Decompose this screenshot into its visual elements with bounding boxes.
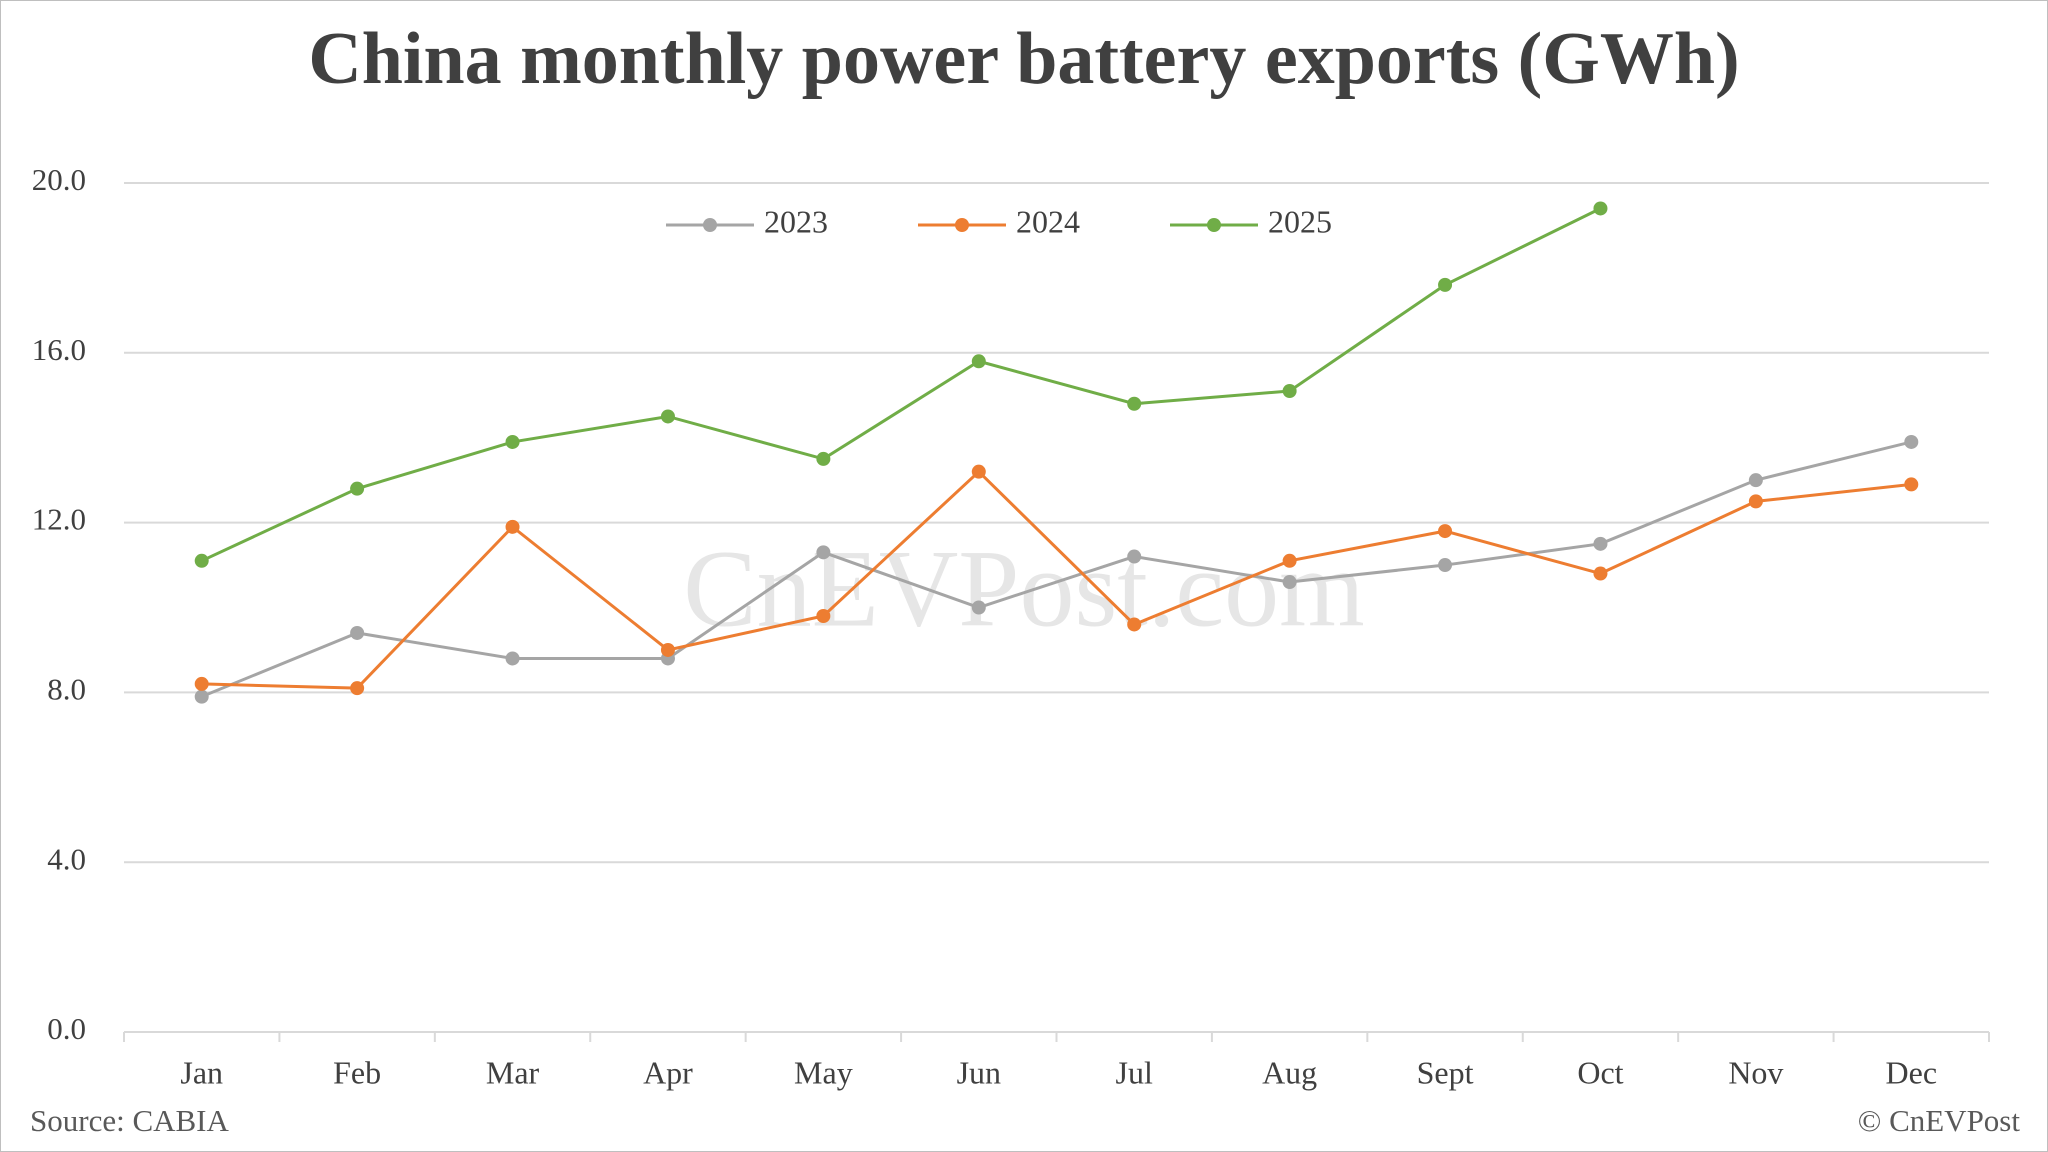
series-line [201,469,1912,690]
x-tick-label: Mar [486,1054,540,1090]
data-point [1282,384,1297,399]
data-point [505,434,520,449]
data-point [1438,524,1453,539]
legend-marker [1207,218,1221,232]
data-point [1127,617,1142,632]
data-point [1593,201,1608,216]
x-tick-label: Jul [1116,1054,1153,1090]
y-tick-label: 8.0 [47,672,86,707]
data-point [816,451,831,466]
data-point [350,625,365,640]
legend-marker [703,218,717,232]
data-point [1127,549,1142,564]
data-point [971,464,986,479]
data-point [194,553,209,568]
x-tick-label: May [794,1054,853,1090]
data-point [971,600,986,615]
data-point [1748,494,1763,509]
legend-marker [955,218,969,232]
source: Source: CABIA [30,1103,230,1138]
legend-label: 2025 [1268,203,1332,239]
y-tick-label: 12.0 [32,502,86,537]
credit: © CnEVPost [1858,1103,2021,1138]
x-tick-label: Nov [1728,1054,1783,1090]
x-tick-label: Jan [180,1054,223,1090]
data-point [1127,396,1142,411]
data-point [971,354,986,369]
data-point [660,409,675,424]
data-point [816,545,831,560]
data-point [1438,558,1453,573]
data-point [816,608,831,623]
y-tick-label: 20.0 [32,162,86,197]
y-tick-label: 4.0 [47,841,86,876]
x-tick-label: Feb [333,1054,381,1090]
data-point [1438,277,1453,292]
data-point [194,689,209,704]
data-point [350,681,365,696]
data-point [1282,553,1297,568]
data-point [1593,536,1608,551]
data-point [1282,575,1297,590]
y-tick-label: 16.0 [32,332,86,367]
data-point [505,519,520,534]
x-tick-label: Aug [1262,1054,1317,1090]
data-point [350,481,365,496]
data-point [1904,434,1919,449]
series-line [201,440,1912,699]
chart-title: China monthly power battery exports (GWh… [308,18,1739,100]
data-point [194,676,209,691]
series-line [201,207,1602,563]
x-tick-label: Jun [957,1054,1001,1090]
x-tick-label: Oct [1577,1054,1623,1090]
x-tick-label: Dec [1886,1054,1938,1090]
watermark: CnEVPost.com [683,527,1364,649]
data-point [1748,473,1763,488]
data-point [1593,566,1608,581]
legend-label: 2024 [1016,203,1080,239]
legend-label: 2023 [764,203,828,239]
data-point [505,651,520,666]
data-point [660,642,675,657]
x-tick-label: Sept [1417,1054,1474,1090]
data-point [1904,477,1919,492]
x-tick-label: Apr [643,1054,693,1090]
y-tick-label: 0.0 [47,1011,86,1046]
